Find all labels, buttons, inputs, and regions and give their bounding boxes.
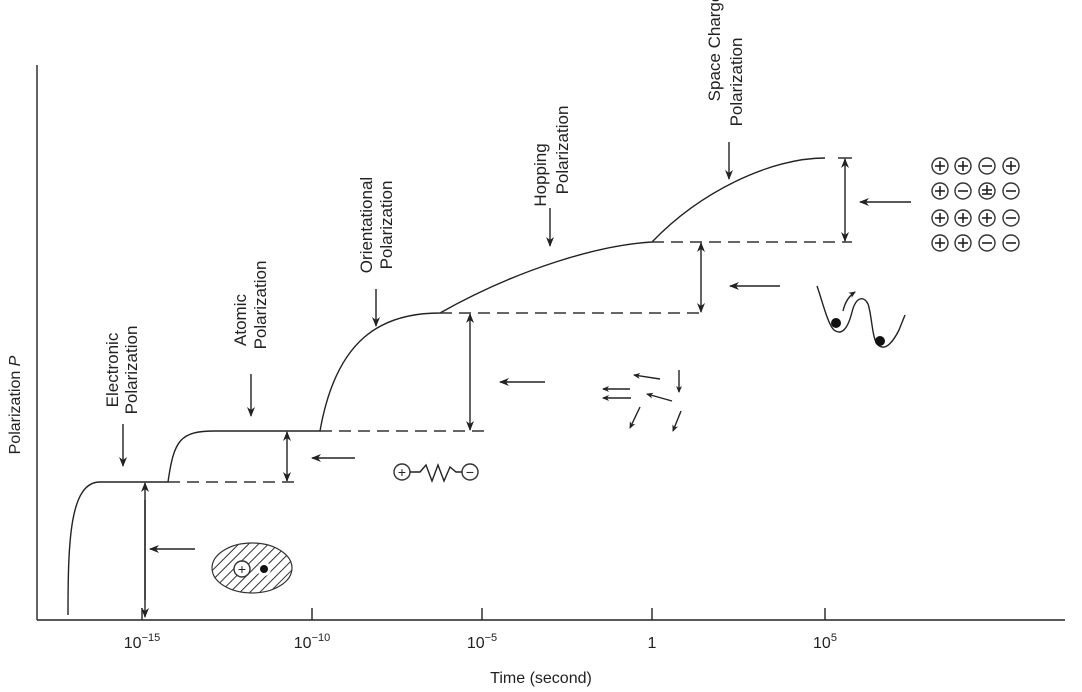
svg-text:Polarization: Polarization [122, 326, 141, 415]
x-axis-label: Time (second) [490, 670, 592, 687]
svg-text:Hopping: Hopping [531, 143, 550, 206]
label-hopping: Hopping Polarization [531, 106, 572, 247]
y-axis-label: Polarization P [7, 355, 24, 454]
x-tick-label: 10−10 [294, 632, 330, 652]
electron-cloud-icon: + [211, 542, 293, 594]
svg-text:Polarization: Polarization [727, 38, 746, 127]
charge-grid-icon [931, 157, 1020, 252]
polarization-curve [67, 157, 826, 616]
svg-text:Polarization: Polarization [251, 261, 270, 350]
ion-spring-dipole-icon: + − [393, 463, 479, 483]
label-orientational: Orientational Polarization [357, 177, 396, 327]
label-space-charge: Space Charge Polarization [705, 0, 746, 180]
svg-text:−: − [466, 464, 474, 480]
svg-text:+: + [238, 561, 246, 577]
x-tick-label: 10−5 [467, 632, 497, 652]
x-tick-label: 105 [813, 632, 837, 652]
svg-text:Orientational: Orientational [357, 177, 376, 273]
svg-text:Space Charge: Space Charge [705, 0, 724, 101]
x-tick-label: 10−15 [124, 632, 160, 652]
x-ticks [141, 608, 826, 620]
svg-text:+: + [398, 464, 406, 480]
svg-text:Electronic: Electronic [103, 332, 122, 407]
svg-text:Polarization: Polarization [377, 181, 396, 270]
label-electronic: Electronic Polarization [103, 326, 141, 467]
x-tick-label: 1 [648, 635, 657, 652]
rotating-dipole-arrows-icon [602, 370, 682, 432]
svg-text:Polarization: Polarization [553, 106, 572, 195]
label-atomic: Atomic Polarization [231, 261, 270, 417]
svg-text:Atomic: Atomic [231, 294, 250, 346]
double-well-potential-icon [816, 285, 906, 348]
